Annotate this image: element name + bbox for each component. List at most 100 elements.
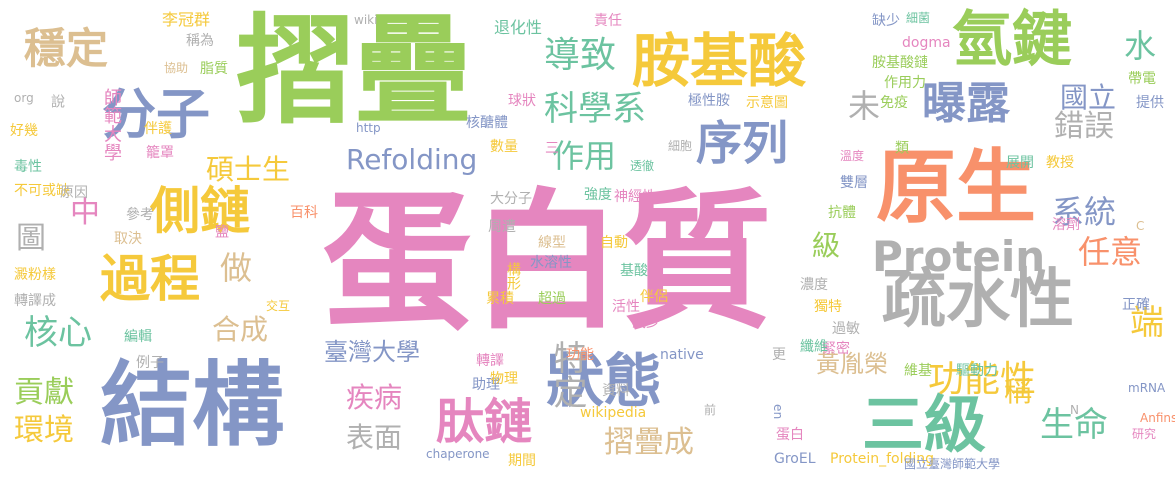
word-dogma-56: dogma: [902, 35, 951, 51]
word-term-1: 摺疊: [236, 2, 473, 140]
word-term-59: 帶電: [1128, 71, 1156, 87]
word-term-118: 更: [772, 347, 786, 363]
word-term-87: 參考: [126, 207, 154, 223]
word-term-67: 好幾: [10, 123, 38, 139]
word-term-35: 水: [1124, 27, 1157, 65]
word-term-85: 神經性: [614, 189, 656, 205]
word-term-104: 累積: [486, 291, 514, 307]
word-term-71: 毒性: [14, 159, 42, 175]
word-term-29: 表面: [346, 421, 403, 454]
word-term-113: 過敏: [832, 321, 860, 337]
word-term-86: 大分子: [490, 191, 532, 207]
word-term-28: 疾病: [346, 381, 403, 414]
word-term-68: 伴護: [144, 121, 172, 137]
word-term-52: 退化性: [494, 18, 543, 37]
word-term-44: 師範大學: [101, 88, 122, 162]
word-term-120: 轉譯: [476, 353, 504, 369]
word-term-50: 脂質: [200, 61, 228, 77]
word-term-5: 氫鍵: [952, 5, 1072, 75]
word-term-74: 三: [543, 140, 559, 155]
word-groel-136: GroEL: [774, 451, 816, 467]
word-term-122: 物理: [490, 371, 518, 387]
word-term-10: 過程: [100, 250, 200, 308]
word-term-39: 級: [812, 229, 841, 262]
word-term-75: 細胞: [668, 139, 693, 153]
word-term-43: 黃胤榮: [816, 350, 888, 378]
word-term-22: 系統: [1052, 193, 1117, 231]
word-term-12: 狀態: [546, 347, 663, 415]
word-term-109: 伴侶: [640, 289, 668, 305]
word-refolding-14: Refolding: [346, 143, 478, 176]
word-term-81: 教授: [1046, 155, 1074, 171]
word-en-129: en: [771, 404, 785, 420]
word-term-55: 細菌: [906, 11, 931, 25]
word-term-25: 合成: [212, 313, 269, 346]
word-term-95: 溶劑: [1052, 217, 1080, 233]
word-term-82: 展開: [1006, 155, 1034, 171]
word-term-2: 結構: [100, 352, 285, 459]
word-term-64: 示意圖: [746, 95, 788, 111]
word-protein-8: Protein: [872, 232, 1046, 281]
word-http-69: http: [356, 121, 381, 135]
word-term-47: 李冠群: [162, 10, 211, 29]
word-anfinsen-131: Anfinsen: [1140, 411, 1175, 425]
word-term-0: 蛋白質: [322, 176, 773, 350]
word-term-96: 水溶性: [530, 255, 572, 271]
word-term-128: 前: [704, 403, 717, 417]
word-term-84: 強度: [584, 187, 612, 203]
word-term-31: 貢獻: [14, 375, 74, 410]
word-term-98: 澱粉樣: [14, 267, 56, 283]
word-term-133: 研究: [1132, 427, 1157, 441]
word-c-97: C: [1136, 219, 1145, 233]
word-term-24: 核心: [24, 313, 92, 353]
word-term-77: 類: [893, 140, 909, 155]
word-term-78: 不可或缺: [14, 183, 70, 199]
word-term-45: 中: [70, 195, 100, 230]
word-term-34: 任意: [1078, 233, 1143, 271]
word-term-41: 碩士生: [206, 153, 291, 186]
word-term-76: 溫度: [840, 149, 865, 163]
word-wiki-51: wiki: [354, 13, 378, 27]
word-term-32: 環境: [14, 413, 74, 448]
word-term-26: 做: [220, 249, 253, 287]
word-term-6: 疏水性: [882, 263, 1074, 337]
word-term-62: 說: [49, 94, 65, 109]
word-term-27: 特定: [547, 340, 587, 410]
word-term-105: 獨特: [814, 299, 842, 315]
word-chaperone-134: chaperone: [426, 447, 490, 461]
word-term-79: 原因: [60, 185, 88, 201]
word-term-91: 鹽: [213, 224, 229, 239]
word-term-18: 功能性: [928, 359, 1037, 400]
word-term-16: 曝露: [922, 78, 1010, 129]
word-term-30: 摺疊成: [604, 425, 694, 460]
word-term-15: 序列: [696, 116, 788, 170]
word-term-46: 圖: [16, 221, 46, 256]
word-term-102: 濃度: [800, 277, 828, 293]
word-term-49: 協助: [164, 61, 189, 75]
word-term-101: 構形: [505, 262, 521, 291]
word-term-121: 助理: [472, 377, 500, 393]
word-term-73: 數量: [490, 139, 518, 155]
word-term-37: 端: [1130, 303, 1164, 343]
word-n-130: N: [1070, 403, 1079, 417]
word-term-13: 穩定: [24, 24, 109, 73]
word-term-20: 科學系: [544, 89, 646, 129]
word-term-125: 資料: [602, 383, 630, 399]
word-term-114: 例子: [136, 355, 164, 371]
word-term-72: 籠罩: [146, 145, 174, 161]
word-org-61: org: [14, 91, 34, 105]
word-term-111: 編輯: [124, 329, 152, 345]
word-term-112: 減少: [632, 315, 660, 331]
word-term-119: 纖維: [800, 339, 828, 355]
word-term-58: 作用力: [884, 75, 926, 91]
word-term-70: 核醣體: [466, 115, 508, 131]
word-term-124: 驅動力: [956, 363, 998, 379]
word-wikipedia-127: wikipedia: [580, 405, 647, 421]
word-term-100: 轉譯成: [14, 293, 56, 309]
word-term-17: 肽鏈: [436, 394, 533, 450]
word-term-106: 超過: [538, 291, 566, 307]
word-term-94: 自動: [600, 235, 628, 251]
word-term-108: 活性: [612, 299, 640, 315]
word-term-9: 側鏈: [150, 182, 250, 240]
